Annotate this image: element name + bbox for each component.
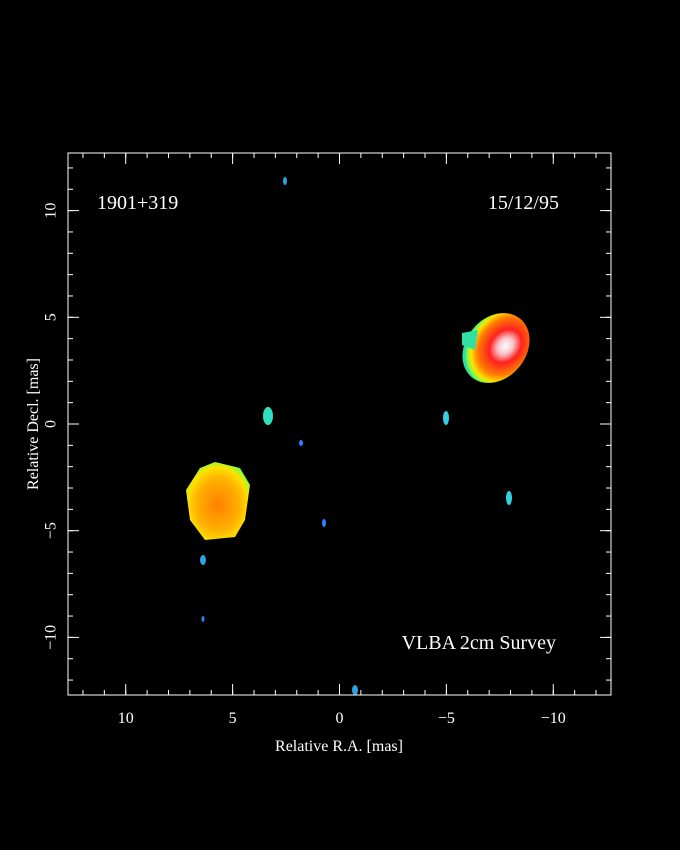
feature — [299, 440, 303, 446]
x-tick-label: 10 — [118, 710, 134, 727]
y-axis-label: Relative Decl. [mas] — [25, 358, 42, 490]
component-sw — [186, 462, 250, 540]
x-axis-label: Relative R.A. [mas] — [275, 738, 403, 755]
x-tick-label: −5 — [438, 710, 455, 727]
feature — [506, 491, 512, 505]
y-tick-label: 5 — [43, 313, 60, 321]
y-tick-label: 10 — [43, 203, 60, 219]
y-tick-label: 0 — [43, 420, 60, 428]
feature — [263, 407, 273, 425]
component-ne — [462, 313, 530, 383]
x-tick-label: 0 — [336, 710, 344, 727]
feature — [201, 616, 205, 622]
feature — [443, 411, 449, 425]
feature — [352, 685, 358, 695]
y-tick-label: −10 — [43, 625, 60, 650]
plot-frame — [67, 152, 612, 696]
date-label: 15/12/95 — [488, 192, 559, 214]
x-tick-label: 5 — [229, 710, 237, 727]
feature — [322, 519, 326, 527]
y-tick-label: −5 — [43, 522, 60, 539]
x-tick-label: −10 — [541, 710, 566, 727]
component-ne-edge — [462, 330, 478, 350]
survey-label: VLBA 2cm Survey — [402, 632, 556, 654]
image-features — [186, 177, 530, 695]
feature — [200, 555, 206, 565]
feature — [283, 177, 287, 185]
source-label: 1901+319 — [97, 192, 178, 214]
